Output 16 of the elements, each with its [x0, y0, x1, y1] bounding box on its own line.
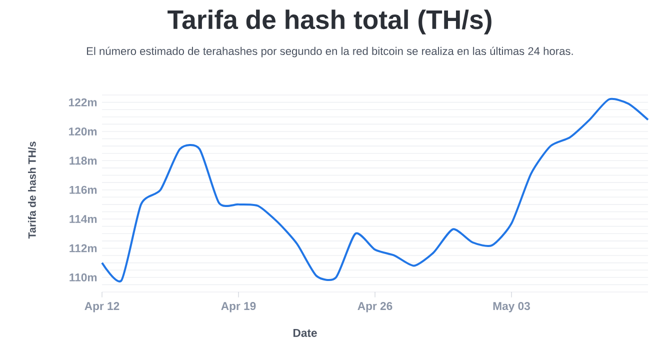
y-tick-label: 112m [70, 244, 97, 252]
x-tick-label: Apr 12 [84, 302, 120, 312]
line-series [101, 98, 649, 282]
chart-title: Tarifa de hash total (TH/s) [168, 9, 492, 34]
chart-subtitle: El número estimado de terahashes por segundo en la red bitcoin se realiza en las últimas 24 horas. [86, 46, 573, 58]
x-tick-label: May 03 [493, 302, 530, 312]
x-tick-label: Apr 26 [358, 302, 392, 312]
y-tick-label: 116m [70, 186, 97, 194]
y-tick-label: 118m [70, 156, 97, 164]
y-tick-label: 114m [70, 214, 97, 223]
x-tick-label: Apr 19 [221, 302, 256, 312]
y-axis-title: Tarifa de hash TH/s [28, 141, 36, 238]
y-tick-label: 120m [69, 127, 97, 136]
y-tick-label: 110m [70, 273, 97, 282]
y-tick-label: 122m [69, 98, 97, 106]
x-axis-title: Date [293, 328, 317, 337]
